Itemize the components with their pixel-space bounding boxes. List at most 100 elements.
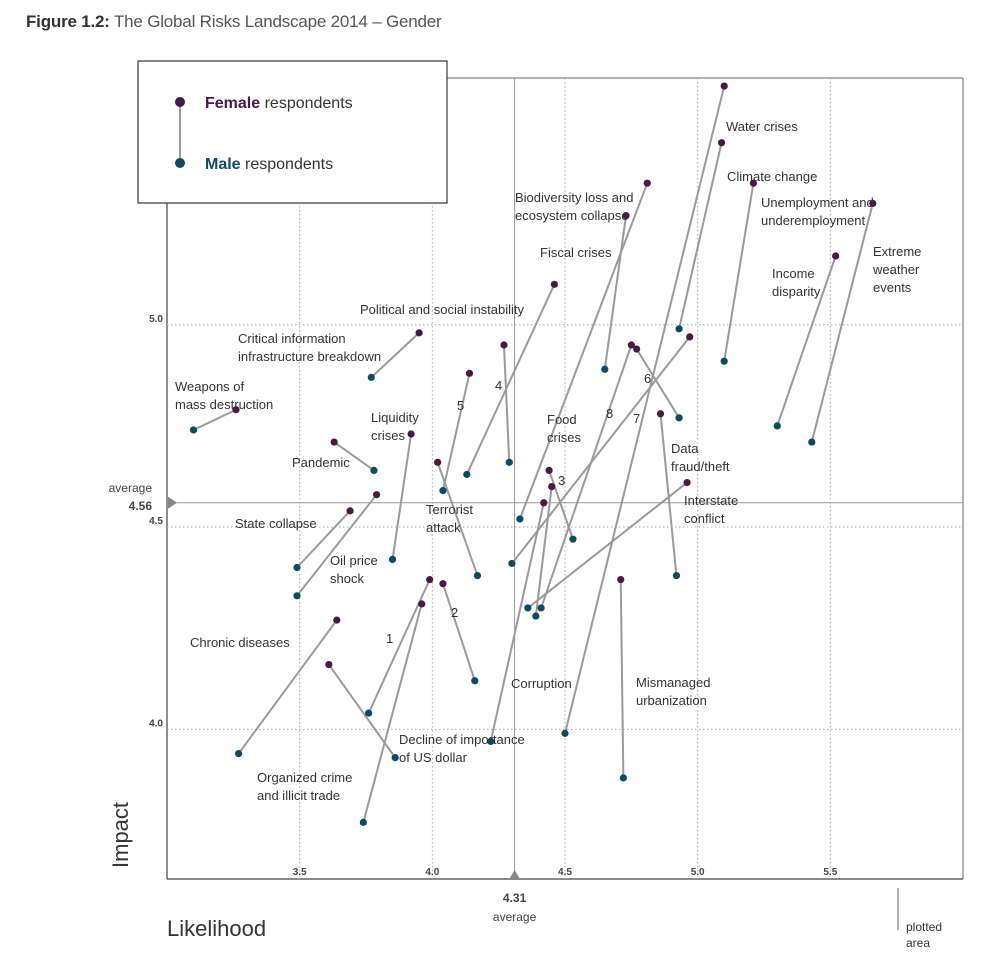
risk-label-line: Income: [772, 266, 815, 281]
risk-label: Income disparity: [772, 266, 821, 299]
y-axis-title: Impact: [108, 802, 133, 868]
legend-box: [137, 60, 448, 204]
female-point: [633, 345, 641, 353]
average-x-value: 4.31: [503, 891, 527, 905]
female-point: [330, 438, 338, 446]
male-point: [439, 487, 447, 495]
legend-male-bold: Male: [205, 156, 241, 173]
risk-label: 2: [451, 605, 458, 620]
risk-label-line: Chronic diseases: [190, 635, 290, 650]
risk-label-line: weather: [872, 262, 920, 277]
risk-label-line: Mismanaged: [636, 675, 710, 690]
risk-label: Biodiversity loss and ecosystem collapse: [515, 190, 634, 223]
risk-connector: [296, 494, 378, 597]
male-point: [537, 604, 545, 612]
risk-label-line: 2: [451, 605, 458, 620]
male-point: [808, 438, 816, 446]
risk-label-line: Terrorist: [426, 502, 473, 517]
female-point: [720, 82, 728, 90]
risk-label-line: urbanization: [636, 693, 707, 708]
risk-points: [189, 82, 877, 826]
x-axis-title: Likelihood: [167, 916, 266, 941]
tick-labels: 3.5 4.0 4.5 5.0 5.5 4.0 4.5 5.0: [149, 314, 838, 878]
risk-label-line: Weapons of: [175, 379, 245, 394]
legend: Female respondents Male respondents: [137, 60, 448, 204]
risk-label-line: shock: [330, 571, 364, 586]
x-tick-label: 4.0: [425, 867, 439, 878]
risk-label: Pandemic: [292, 455, 350, 470]
female-point: [869, 199, 877, 208]
legend-female-marker: [175, 97, 185, 107]
risk-label-line: Organized crime: [257, 770, 352, 785]
risk-label-line: Biodiversity loss and: [515, 190, 634, 205]
risk-label: 3: [558, 473, 565, 488]
risk-label-line: Unemployment and: [761, 195, 874, 210]
grid-lines: [167, 78, 963, 879]
risk-label: 5: [457, 398, 464, 413]
risk-connector: [237, 619, 338, 755]
risk-label: Critical information infrastructure break…: [238, 331, 381, 364]
female-point: [325, 660, 333, 669]
risk-connector: [534, 486, 553, 617]
risk-connector: [333, 441, 375, 472]
male-point: [463, 470, 471, 479]
male-point: [359, 818, 367, 826]
male-point: [516, 515, 524, 523]
female-point: [346, 507, 354, 515]
risk-label: Water crises: [726, 119, 798, 134]
female-point: [465, 369, 474, 377]
average-y-marker: [168, 496, 177, 509]
female-point: [622, 211, 630, 220]
risk-label-line: Critical information: [238, 331, 346, 346]
female-point: [373, 491, 381, 499]
risk-connector: [436, 461, 479, 576]
risk-label-line: State collapse: [235, 516, 317, 531]
risk-connector: [511, 336, 691, 565]
risk-label-line: crises: [371, 428, 405, 443]
y-tick-label: 5.0: [149, 314, 163, 325]
average-x-word: average: [493, 910, 537, 924]
figure-number: Figure 1.2:: [26, 12, 110, 31]
risk-label-line: 4: [495, 378, 502, 393]
legend-female-label: Female respondents: [205, 95, 353, 112]
female-point: [500, 341, 508, 349]
male-point: [391, 754, 399, 762]
risk-label-line: 8: [606, 406, 613, 421]
risk-label-line: Corruption: [511, 676, 572, 691]
risk-label-line: 7: [633, 411, 640, 426]
legend-male-rest: respondents: [241, 156, 334, 173]
risk-label: Mismanaged urbanization: [636, 675, 710, 708]
male-point: [293, 592, 301, 600]
female-point: [415, 329, 423, 337]
male-point: [675, 325, 683, 333]
female-point: [717, 139, 726, 147]
female-point: [550, 280, 558, 288]
male-point: [672, 571, 681, 580]
risk-connector: [465, 283, 556, 475]
risk-label: Weapons of mass destruction: [175, 379, 273, 412]
risk-label-line: and illicit trade: [257, 788, 340, 803]
risk-label-line: Liquidity: [371, 410, 419, 425]
risk-label-line: fraud/theft: [671, 459, 730, 474]
risk-connector: [810, 203, 874, 443]
risk-connector: [659, 413, 678, 576]
risk-label-line: Political and social instability: [360, 302, 525, 317]
risk-label: Climate change: [727, 169, 817, 184]
risk-connector: [489, 502, 545, 742]
male-point: [505, 458, 513, 466]
x-tick-label: 3.5: [293, 867, 307, 878]
female-point: [426, 576, 434, 584]
risk-connector: [441, 373, 471, 491]
risk-label: Food crises: [547, 412, 581, 445]
male-point: [471, 677, 479, 685]
male-point: [189, 426, 198, 434]
female-point: [749, 179, 757, 187]
male-point: [569, 535, 577, 543]
risk-connector: [723, 183, 755, 362]
legend-female-rest: respondents: [260, 95, 353, 112]
male-point: [367, 373, 375, 381]
risk-label: Unemployment and underemployment: [761, 195, 874, 228]
risk-label: 4: [495, 378, 502, 393]
male-point: [561, 729, 569, 737]
